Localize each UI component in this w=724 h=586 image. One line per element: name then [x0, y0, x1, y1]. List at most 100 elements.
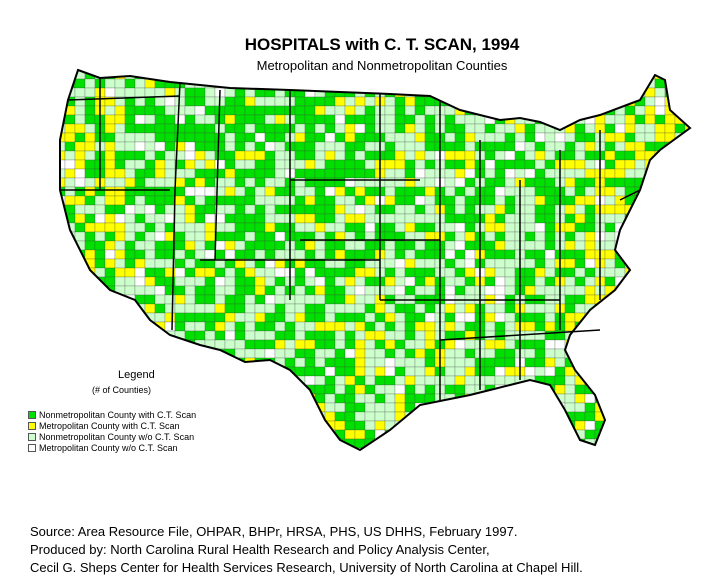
county: [564, 258, 576, 269]
county: [604, 123, 616, 134]
county: [614, 150, 626, 161]
county: [274, 285, 286, 296]
county: [324, 123, 336, 134]
county: [264, 330, 276, 341]
county: [444, 114, 456, 125]
county: [404, 375, 416, 386]
county: [464, 321, 476, 332]
county: [294, 294, 306, 305]
county: [444, 240, 456, 251]
county: [204, 132, 216, 143]
county: [204, 384, 216, 395]
county: [614, 70, 626, 80]
county: [164, 357, 176, 368]
state-boundary: [214, 89, 221, 261]
county: [314, 96, 326, 107]
county: [364, 70, 376, 80]
county: [264, 249, 276, 260]
county: [614, 438, 626, 449]
county: [304, 168, 316, 179]
county: [654, 105, 666, 116]
county: [264, 312, 276, 323]
county: [574, 213, 586, 224]
county: [524, 330, 536, 341]
county: [244, 70, 256, 80]
county: [334, 141, 346, 152]
county: [64, 195, 76, 206]
county: [154, 159, 166, 170]
county: [674, 186, 686, 197]
county: [554, 411, 566, 422]
county: [354, 186, 366, 197]
county: [674, 267, 686, 278]
county: [164, 159, 176, 170]
county: [554, 105, 566, 116]
county: [94, 339, 106, 350]
county: [254, 78, 266, 89]
county: [204, 420, 216, 431]
county: [394, 438, 406, 449]
county: [154, 87, 166, 98]
county: [404, 159, 416, 170]
county: [104, 348, 116, 359]
county: [624, 402, 636, 413]
county: [184, 213, 196, 224]
county: [584, 420, 596, 431]
county: [584, 366, 596, 377]
county: [564, 294, 576, 305]
county: [644, 429, 656, 440]
county: [684, 366, 690, 377]
county: [444, 222, 456, 233]
county: [484, 204, 496, 215]
county: [534, 70, 546, 80]
county: [695, 385, 705, 394]
county: [324, 411, 336, 422]
county: [264, 303, 276, 314]
county: [424, 141, 436, 152]
county: [444, 249, 456, 260]
county: [374, 402, 386, 413]
county: [224, 249, 236, 260]
county: [334, 348, 346, 359]
county: [444, 420, 456, 431]
county: [244, 447, 256, 450]
county: [214, 249, 226, 260]
county: [214, 384, 226, 395]
county: [344, 240, 356, 251]
county: [354, 123, 366, 134]
county: [144, 96, 156, 107]
county: [124, 177, 136, 188]
county: [514, 168, 526, 179]
county: [454, 267, 466, 278]
county: [334, 303, 346, 314]
county: [394, 141, 406, 152]
county: [314, 70, 326, 80]
county: [274, 402, 286, 413]
county: [524, 276, 536, 287]
county: [534, 213, 546, 224]
county: [614, 447, 626, 450]
county: [604, 159, 616, 170]
county: [644, 213, 656, 224]
county: [214, 70, 226, 80]
county: [144, 294, 156, 305]
county: [394, 312, 406, 323]
county: [664, 312, 676, 323]
county: [574, 70, 586, 80]
county: [164, 168, 176, 179]
county: [124, 339, 136, 350]
county: [324, 384, 336, 395]
county: [284, 411, 296, 422]
county: [264, 438, 276, 449]
county: [204, 195, 216, 206]
county: [184, 123, 196, 134]
county: [294, 429, 306, 440]
county: [74, 303, 86, 314]
county: [634, 330, 646, 341]
state-boundary: [439, 329, 601, 341]
county: [204, 96, 216, 107]
county: [174, 285, 186, 296]
county: [384, 276, 396, 287]
county: [534, 285, 546, 296]
county: [584, 411, 596, 422]
